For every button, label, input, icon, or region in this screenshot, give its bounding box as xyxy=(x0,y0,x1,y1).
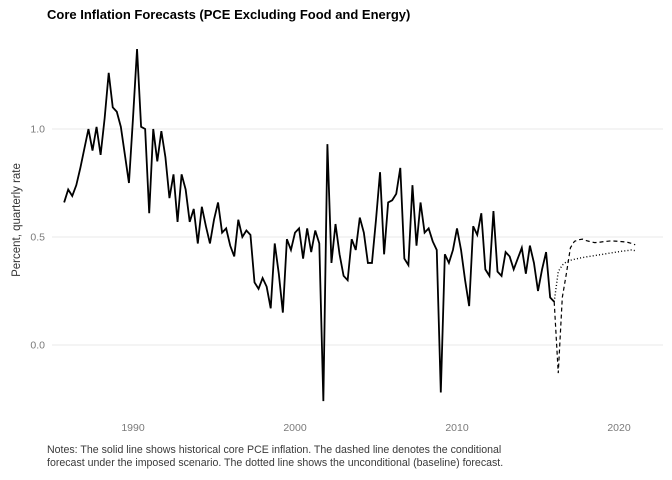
notes-line-1: Notes: The solid line shows historical c… xyxy=(47,444,502,456)
chart-notes: Notes: The solid line shows historical c… xyxy=(47,444,503,470)
chart-title: Core Inflation Forecasts (PCE Excluding … xyxy=(47,7,411,22)
conditional-forecast-line xyxy=(553,238,636,374)
x-tick-label: 1990 xyxy=(121,422,145,434)
historical-line xyxy=(63,49,555,402)
baseline-forecast-line xyxy=(553,249,636,302)
x-tick-label: 2010 xyxy=(445,422,469,434)
y-tick-label: 0.5 xyxy=(30,232,45,244)
x-tick-label: 2020 xyxy=(607,422,631,434)
y-tick-label: 0.0 xyxy=(30,340,45,352)
notes-line-2: forecast under the imposed scenario. The… xyxy=(47,457,504,469)
y-tick-label: 1.0 xyxy=(30,124,45,136)
x-tick-label: 2000 xyxy=(283,422,307,434)
